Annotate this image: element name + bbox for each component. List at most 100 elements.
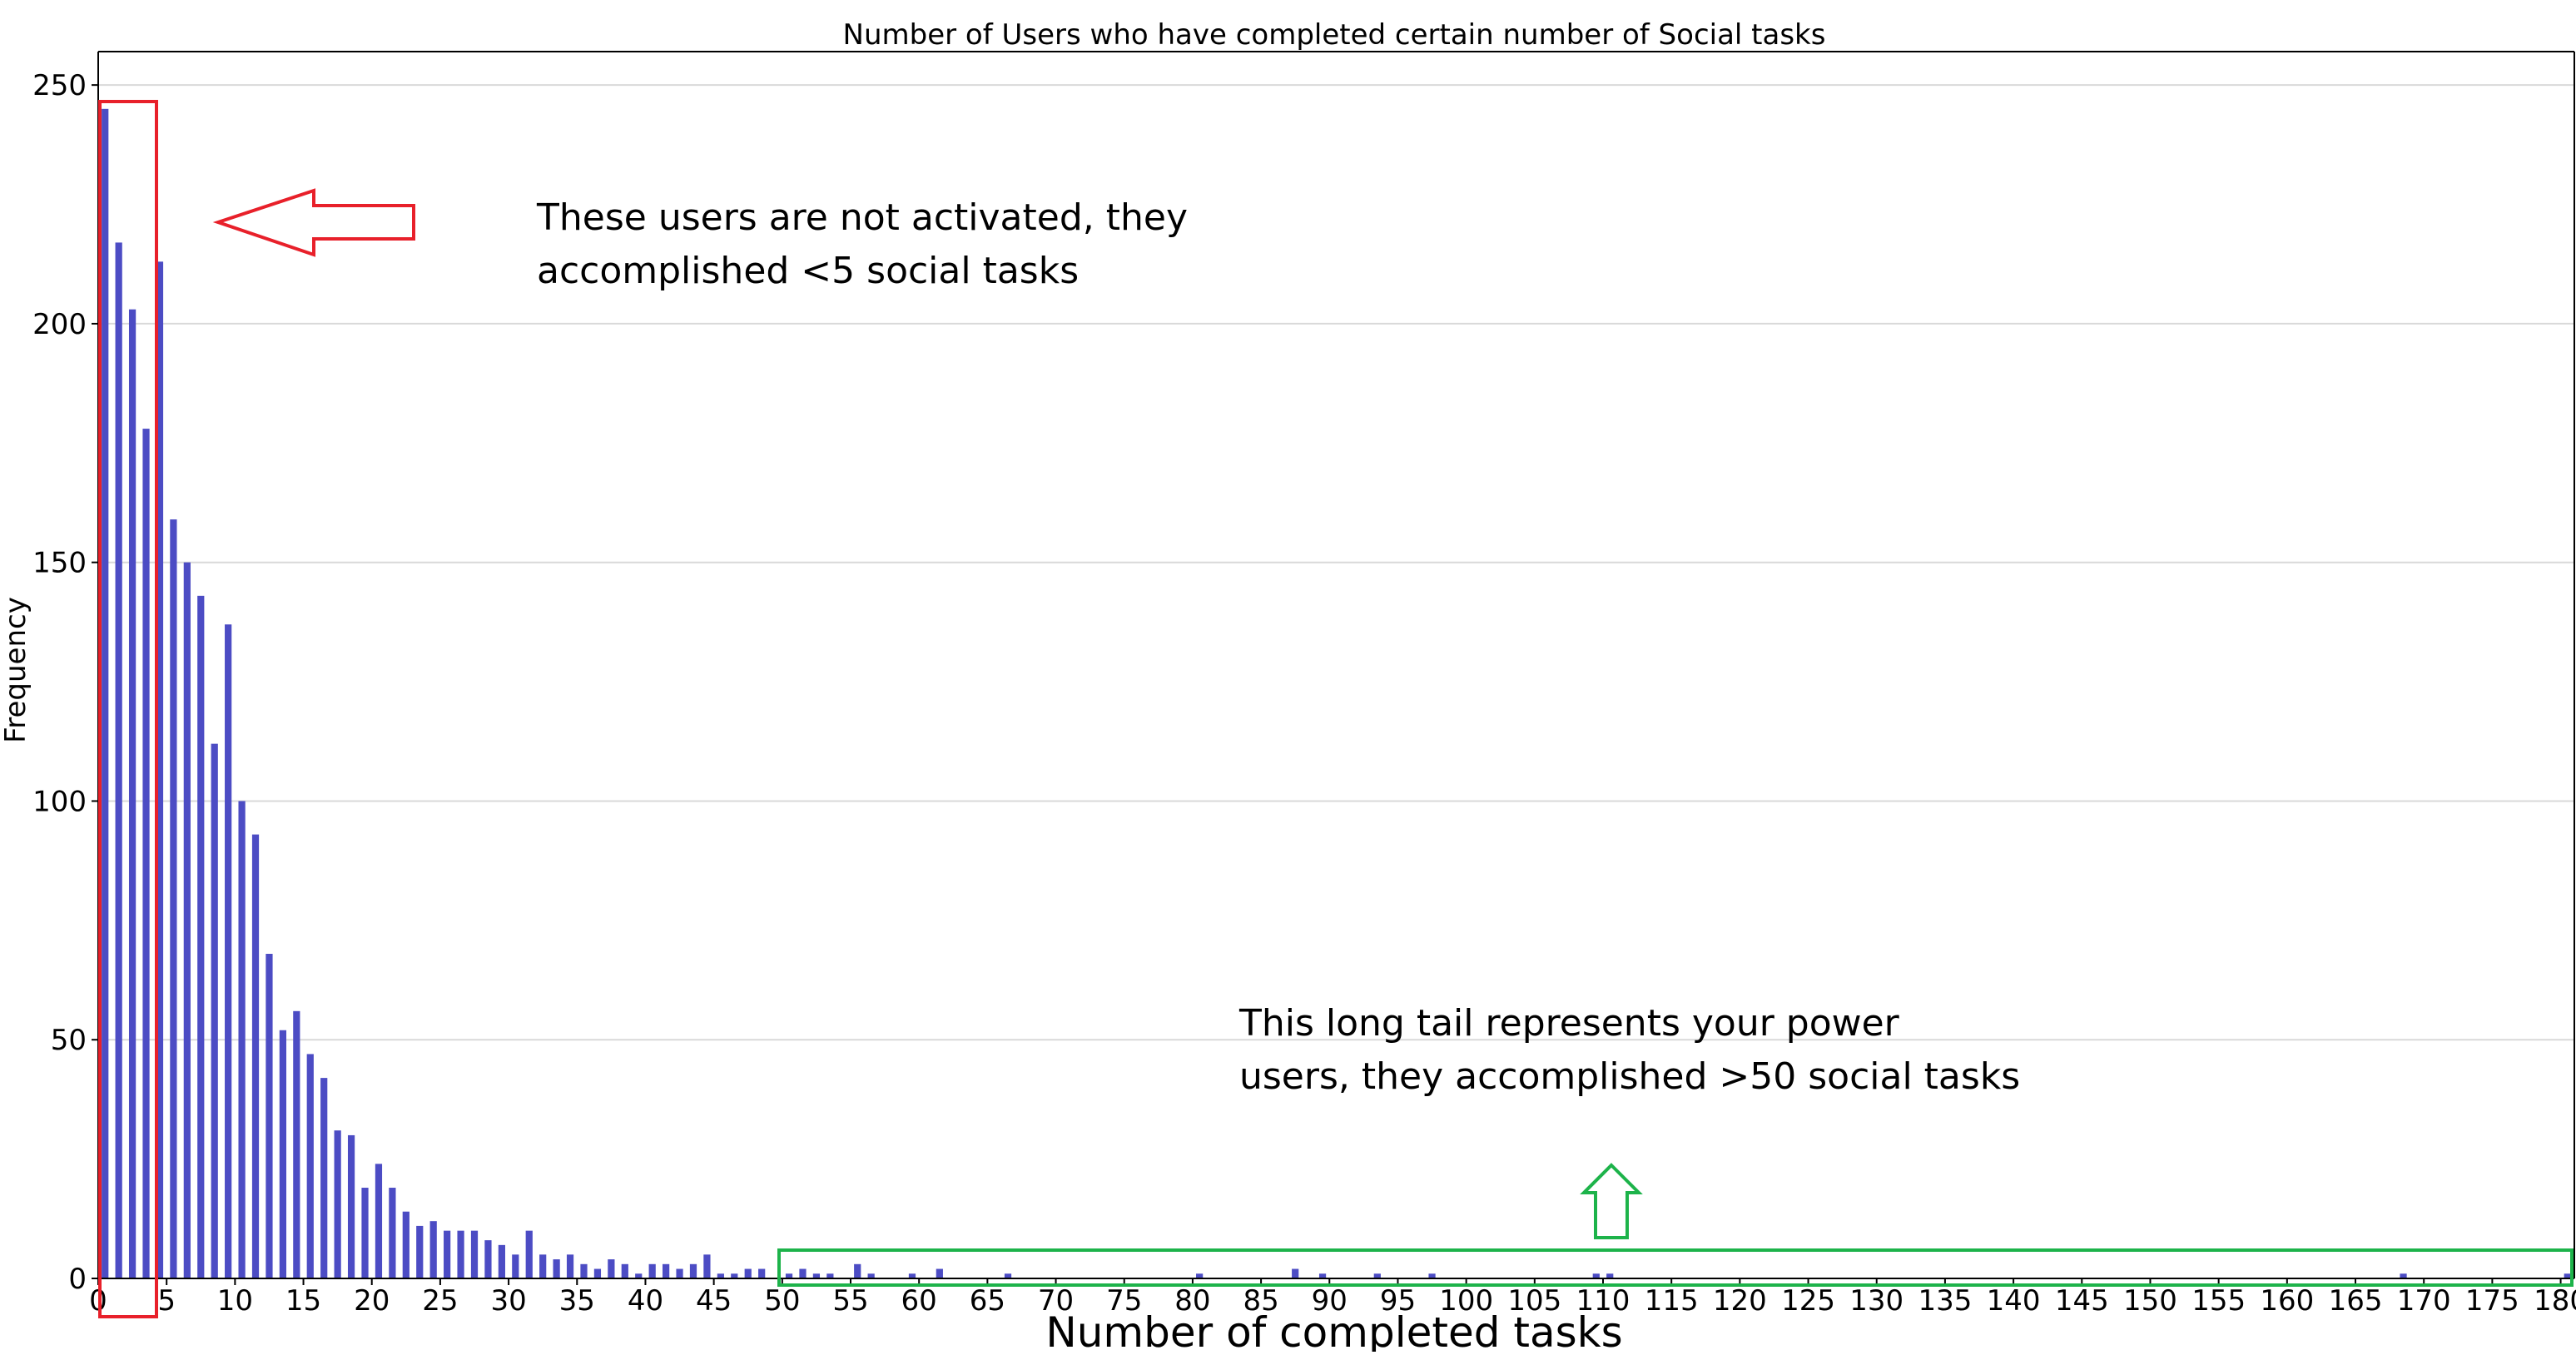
x-tick-label: 15 bbox=[285, 1284, 321, 1318]
bar bbox=[553, 1259, 560, 1278]
x-tick-label: 140 bbox=[1987, 1284, 2041, 1318]
bar bbox=[389, 1188, 396, 1278]
bar bbox=[1428, 1273, 1436, 1278]
bar bbox=[170, 519, 177, 1278]
x-tick-label: 60 bbox=[901, 1284, 937, 1318]
x-tick-label: 90 bbox=[1312, 1284, 1348, 1318]
bar bbox=[826, 1273, 834, 1278]
bar bbox=[731, 1273, 738, 1278]
x-tick-label: 115 bbox=[1645, 1284, 1699, 1318]
x-tick-label: 55 bbox=[832, 1284, 868, 1318]
y-tick-label: 100 bbox=[32, 785, 87, 818]
x-tick-label: 95 bbox=[1380, 1284, 1416, 1318]
bar bbox=[785, 1273, 793, 1278]
bar bbox=[156, 261, 164, 1279]
power-users-highlight-box bbox=[777, 1248, 2574, 1287]
bar bbox=[1318, 1273, 1327, 1278]
bar bbox=[211, 743, 218, 1278]
bar bbox=[854, 1263, 861, 1278]
bar bbox=[525, 1230, 533, 1278]
low-activity-annotation: These users are not activated, they acco… bbox=[537, 196, 1188, 292]
left-arrow-icon bbox=[212, 188, 415, 257]
x-tick-label: 70 bbox=[1038, 1284, 1074, 1318]
bar bbox=[334, 1130, 341, 1278]
x-tick-label: 165 bbox=[2329, 1284, 2383, 1318]
x-tick-label: 40 bbox=[628, 1284, 663, 1318]
bar bbox=[703, 1254, 711, 1278]
bar bbox=[744, 1268, 752, 1278]
bar bbox=[648, 1263, 656, 1278]
x-tick-label: 180 bbox=[2534, 1284, 2576, 1318]
low-activity-highlight-box bbox=[98, 100, 158, 1318]
bar bbox=[580, 1263, 588, 1278]
x-tick-label: 20 bbox=[354, 1284, 390, 1318]
bar bbox=[621, 1263, 628, 1278]
bar bbox=[225, 624, 232, 1278]
x-tick-label: 150 bbox=[2123, 1284, 2177, 1318]
x-tick-label: 80 bbox=[1174, 1284, 1210, 1318]
bar bbox=[279, 1030, 287, 1278]
up-arrow-icon bbox=[1580, 1163, 1643, 1239]
bar bbox=[197, 595, 205, 1278]
bar bbox=[799, 1268, 807, 1278]
y-tick-label: 200 bbox=[32, 308, 87, 341]
bar bbox=[429, 1221, 437, 1278]
bar bbox=[470, 1230, 479, 1278]
x-tick-label: 105 bbox=[1507, 1284, 1561, 1318]
x-tick-label: 5 bbox=[157, 1284, 176, 1318]
x-tick-label: 45 bbox=[696, 1284, 732, 1318]
bar bbox=[402, 1211, 409, 1278]
x-tick-label: 130 bbox=[1849, 1284, 1903, 1318]
bar bbox=[361, 1188, 369, 1278]
bar bbox=[867, 1273, 875, 1278]
x-tick-label: 120 bbox=[1713, 1284, 1767, 1318]
y-tick-label: 0 bbox=[68, 1263, 87, 1296]
x-tick-label: 125 bbox=[1781, 1284, 1835, 1318]
bar bbox=[936, 1268, 943, 1278]
bar bbox=[293, 1010, 300, 1278]
x-tick-label: 50 bbox=[764, 1284, 800, 1318]
y-axis-label: Frequency bbox=[0, 597, 32, 743]
bar bbox=[717, 1273, 724, 1278]
bar bbox=[2400, 1273, 2407, 1278]
x-tick-label: 160 bbox=[2260, 1284, 2314, 1318]
power-users-annotation: This long tail represents your power use… bbox=[1239, 1002, 2021, 1098]
bar bbox=[1292, 1268, 1299, 1278]
bar bbox=[689, 1263, 697, 1278]
bar bbox=[539, 1254, 547, 1278]
x-tick-label: 170 bbox=[2397, 1284, 2451, 1318]
x-tick-label: 85 bbox=[1243, 1284, 1278, 1318]
x-tick-label: 100 bbox=[1439, 1284, 1493, 1318]
bar bbox=[512, 1254, 519, 1278]
bar bbox=[416, 1225, 424, 1278]
bar bbox=[128, 309, 136, 1279]
x-axis-label: Number of completed tasks bbox=[1045, 1308, 1622, 1352]
bar bbox=[2564, 1273, 2571, 1278]
x-tick-label: 30 bbox=[490, 1284, 526, 1318]
y-tick-label: 50 bbox=[51, 1024, 87, 1057]
bar bbox=[608, 1259, 615, 1278]
bar bbox=[320, 1078, 328, 1278]
x-tick-label: 35 bbox=[559, 1284, 595, 1318]
bar bbox=[1592, 1273, 1600, 1278]
bar bbox=[1004, 1273, 1012, 1278]
bar bbox=[115, 242, 122, 1278]
bar bbox=[676, 1268, 683, 1278]
bar bbox=[908, 1273, 916, 1278]
bar bbox=[102, 108, 109, 1278]
x-tick-label: 10 bbox=[217, 1284, 253, 1318]
bar bbox=[593, 1268, 602, 1278]
bar bbox=[238, 801, 246, 1278]
x-tick-label: 145 bbox=[2055, 1284, 2109, 1318]
bar bbox=[251, 834, 260, 1278]
bars-layer bbox=[102, 108, 2571, 1279]
bar bbox=[812, 1273, 821, 1278]
x-tick-label: 75 bbox=[1106, 1284, 1142, 1318]
x-tick-label: 135 bbox=[1918, 1284, 1972, 1318]
y-tick-label: 250 bbox=[32, 69, 87, 102]
bar bbox=[375, 1164, 383, 1278]
bar bbox=[635, 1273, 643, 1278]
bar bbox=[1606, 1273, 1614, 1278]
